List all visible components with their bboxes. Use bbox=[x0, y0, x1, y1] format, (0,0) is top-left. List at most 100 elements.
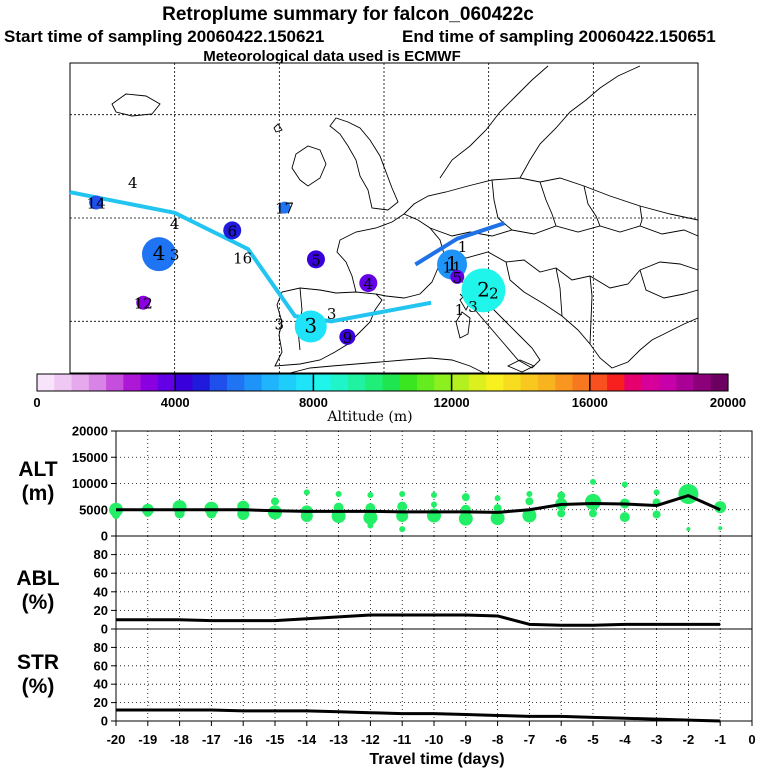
abl-line bbox=[116, 613, 721, 627]
abl-ytick-label-3: 60 bbox=[94, 566, 108, 581]
plume-label-2: 14 bbox=[87, 195, 106, 213]
x-tick-label-11: -9 bbox=[460, 732, 472, 747]
plume-label-18: 5 bbox=[452, 269, 462, 287]
alt-point-51 bbox=[686, 527, 691, 532]
alt-point-29 bbox=[461, 493, 470, 502]
alt-point-23 bbox=[397, 501, 408, 512]
alt-ytick-label-3: 15000 bbox=[72, 450, 108, 465]
colorbar-tick-5: 20000 bbox=[710, 395, 746, 410]
colorbar-swatch-18 bbox=[347, 374, 366, 391]
alt-point-25 bbox=[399, 526, 406, 533]
colorbar-swatch-24 bbox=[451, 374, 470, 391]
alt-ytick-label-0: 0 bbox=[101, 529, 108, 544]
alt-point-44 bbox=[621, 481, 628, 488]
x-tick-label-2: -18 bbox=[170, 732, 189, 747]
border-continent-4 bbox=[437, 261, 593, 345]
plume-circle-8 bbox=[136, 295, 151, 310]
trajectory-line-recent bbox=[414, 221, 505, 267]
x-tick-label-16: -4 bbox=[619, 732, 631, 747]
str-ytick-label-1: 20 bbox=[94, 695, 108, 710]
x-tick-label-4: -16 bbox=[234, 732, 253, 747]
border-continent-3 bbox=[491, 179, 643, 231]
colorbar-swatch-4 bbox=[106, 374, 124, 391]
colorbar-tick-4: 16000 bbox=[572, 395, 608, 410]
plume-circle-2 bbox=[89, 195, 104, 210]
colorbar-swatch-22 bbox=[417, 374, 435, 391]
x-tick-label-7: -13 bbox=[329, 732, 348, 747]
colorbar-swatch-5 bbox=[123, 374, 142, 391]
alt-point-21 bbox=[367, 522, 374, 529]
x-tick-label-20: 0 bbox=[748, 732, 755, 747]
colorbar-swatch-26 bbox=[486, 374, 505, 391]
x-tick-label-9: -11 bbox=[393, 732, 411, 747]
plume-circle-10 bbox=[359, 274, 378, 293]
abl-ytick-label-1: 20 bbox=[94, 603, 108, 618]
plume-label-8: 12 bbox=[134, 295, 153, 313]
x-tick-label-3: -17 bbox=[202, 732, 221, 747]
str-ylabel-line2: (%) bbox=[22, 675, 55, 698]
str-ytick-label-0: 0 bbox=[101, 714, 108, 729]
colorbar-swatch-38 bbox=[693, 374, 712, 391]
plume-label-1: 4 bbox=[128, 174, 138, 192]
colorbar-swatch-1 bbox=[54, 374, 73, 391]
coast-italy bbox=[459, 285, 541, 369]
abl-panel: 0 20 40 60 80 bbox=[94, 535, 753, 637]
coast-black-sea bbox=[639, 261, 699, 299]
coast-lowlands-baltic bbox=[403, 177, 699, 221]
alt-mean-line bbox=[116, 494, 721, 514]
alt-point-1 bbox=[112, 511, 120, 519]
alt-point-37 bbox=[522, 508, 537, 523]
x-tick-label-18: -2 bbox=[683, 732, 695, 747]
x-tick-label-8: -12 bbox=[361, 732, 380, 747]
colorbar-swatch-16 bbox=[313, 374, 332, 391]
alt-point-40 bbox=[557, 509, 566, 518]
alt-point-27 bbox=[431, 501, 437, 508]
str-line bbox=[116, 708, 721, 723]
colorbar-swatch-23 bbox=[434, 374, 453, 391]
alt-point-47 bbox=[653, 489, 660, 496]
colorbar-tick-2: 8000 bbox=[299, 395, 328, 410]
abl-ytick-label-4: 80 bbox=[94, 547, 108, 562]
plume-label-11: 3 bbox=[304, 314, 317, 338]
plume-label-21: 1 bbox=[455, 301, 465, 319]
x-tick-label-12: -8 bbox=[492, 732, 504, 747]
start-time-label: Start time of sampling 20060422.150621 bbox=[4, 27, 324, 46]
plume-label-17: 1 bbox=[458, 238, 468, 256]
plume-circle-0 bbox=[141, 237, 176, 272]
colorbar-swatch-21 bbox=[399, 374, 418, 391]
plume-label-14: 9 bbox=[343, 329, 353, 347]
colorbar-tick-1: 4000 bbox=[161, 395, 190, 410]
alt-point-50 bbox=[678, 484, 699, 504]
colorbar-xlabel: Altitude (m) bbox=[326, 409, 412, 425]
colorbar-frame bbox=[36, 373, 729, 392]
str-ylabel-line1: STR bbox=[17, 651, 59, 674]
abl-ylabel-line1: ABL bbox=[16, 567, 59, 590]
colorbar-swatch-7 bbox=[157, 374, 176, 391]
x-axis-label: Travel time (days) bbox=[369, 751, 504, 768]
alt-ytick-label-4: 20000 bbox=[72, 424, 108, 439]
alt-ytick-label-1: 5000 bbox=[79, 502, 108, 517]
alt-point-20 bbox=[363, 510, 378, 525]
plume-label-9: 5 bbox=[311, 251, 321, 269]
alt-point-36 bbox=[525, 497, 534, 506]
end-time-label: End time of sampling 20060422.150651 bbox=[402, 27, 716, 46]
coast-sicily bbox=[506, 359, 536, 373]
map-gridlines bbox=[70, 63, 698, 373]
alt-point-33 bbox=[493, 504, 502, 513]
alt-point-12 bbox=[303, 489, 310, 496]
coast-north-africa bbox=[289, 357, 485, 374]
alt-ylabel-line1: ALT bbox=[18, 458, 57, 481]
str-frame bbox=[115, 628, 753, 722]
plume-label-20: 2 bbox=[489, 284, 499, 302]
x-tick-label-13: -7 bbox=[524, 732, 536, 747]
x-tick-label-6: -14 bbox=[297, 732, 317, 747]
plume-label-0: 4 bbox=[153, 241, 166, 265]
plume-label-22: 3 bbox=[468, 298, 478, 316]
alt-point-53 bbox=[718, 526, 723, 531]
coastlines bbox=[111, 65, 699, 374]
alt-panel: 0 5000 10000 15000 20000 bbox=[72, 424, 753, 544]
alt-point-34 bbox=[490, 511, 505, 526]
coast-britain bbox=[329, 117, 399, 211]
colorbar-swatch-12 bbox=[244, 374, 263, 391]
